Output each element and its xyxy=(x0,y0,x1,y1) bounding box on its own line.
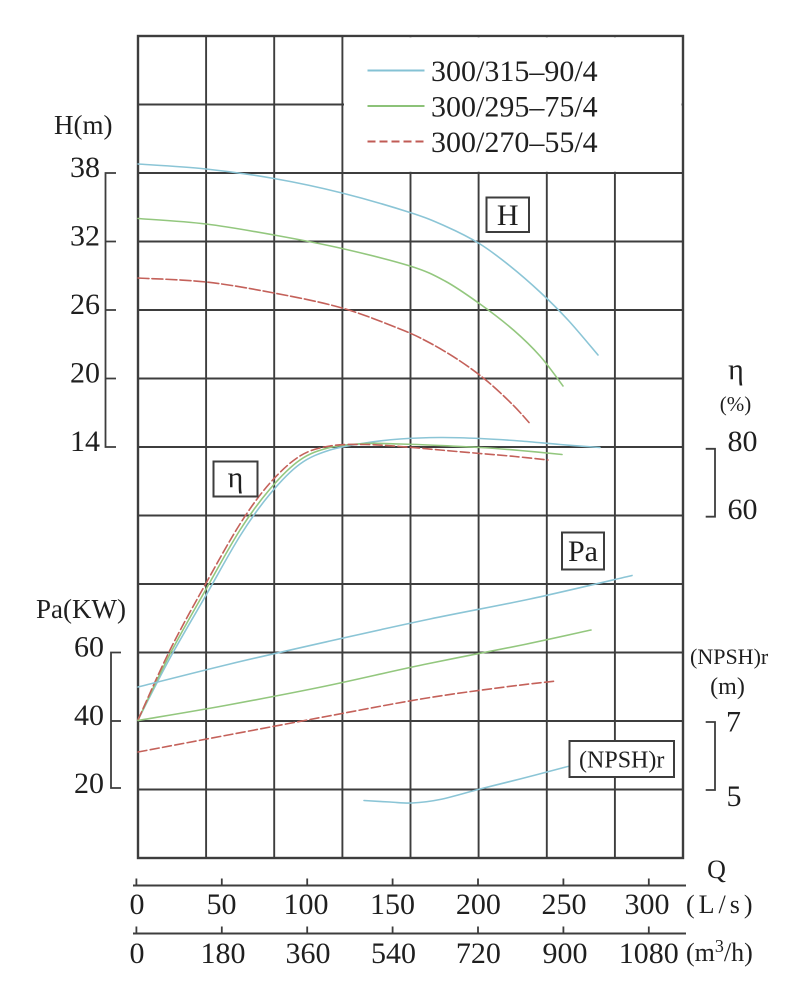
svg-text:38: 38 xyxy=(70,151,100,184)
svg-text:14: 14 xyxy=(70,425,100,458)
svg-text:20: 20 xyxy=(74,767,104,800)
svg-text:Pa(KW): Pa(KW) xyxy=(36,594,126,624)
svg-text:250: 250 xyxy=(542,888,587,921)
svg-text:60: 60 xyxy=(74,631,104,664)
svg-text:20: 20 xyxy=(70,357,100,390)
svg-text:32: 32 xyxy=(70,220,100,253)
svg-text:300/295–75/4: 300/295–75/4 xyxy=(431,91,598,124)
svg-text:0: 0 xyxy=(130,888,145,921)
svg-text:Pa: Pa xyxy=(568,535,598,568)
svg-text:(m): (m) xyxy=(710,674,745,700)
svg-text:80: 80 xyxy=(728,425,758,458)
svg-text:40: 40 xyxy=(74,699,104,732)
svg-text:(%): (%) xyxy=(720,392,751,416)
svg-text:(L/s): (L/s) xyxy=(686,890,757,919)
svg-text:540: 540 xyxy=(371,937,416,970)
svg-text:900: 900 xyxy=(543,937,588,970)
svg-text:60: 60 xyxy=(728,493,758,526)
svg-text:200: 200 xyxy=(456,888,501,921)
svg-text:300/315–90/4: 300/315–90/4 xyxy=(431,55,598,88)
svg-text:720: 720 xyxy=(456,937,501,970)
svg-text:(NPSH)r: (NPSH)r xyxy=(690,644,769,669)
svg-text:300/270–55/4: 300/270–55/4 xyxy=(431,126,598,159)
svg-text:100: 100 xyxy=(284,888,329,921)
svg-text:360: 360 xyxy=(286,937,331,970)
svg-text:H: H xyxy=(497,199,519,232)
svg-text:5: 5 xyxy=(727,780,742,813)
svg-text:26: 26 xyxy=(70,288,100,321)
svg-text:Q: Q xyxy=(707,855,726,884)
svg-text:1080: 1080 xyxy=(619,937,679,970)
svg-text:7: 7 xyxy=(726,706,741,739)
svg-text:η: η xyxy=(728,353,744,386)
svg-text:η: η xyxy=(228,461,244,494)
svg-text:(NPSH)r: (NPSH)r xyxy=(579,748,664,774)
svg-text:150: 150 xyxy=(370,888,415,921)
svg-text:H(m): H(m) xyxy=(54,110,112,140)
svg-text:50: 50 xyxy=(207,888,237,921)
svg-text:0: 0 xyxy=(130,937,145,970)
svg-text:300: 300 xyxy=(625,888,670,921)
svg-text:180: 180 xyxy=(201,937,246,970)
